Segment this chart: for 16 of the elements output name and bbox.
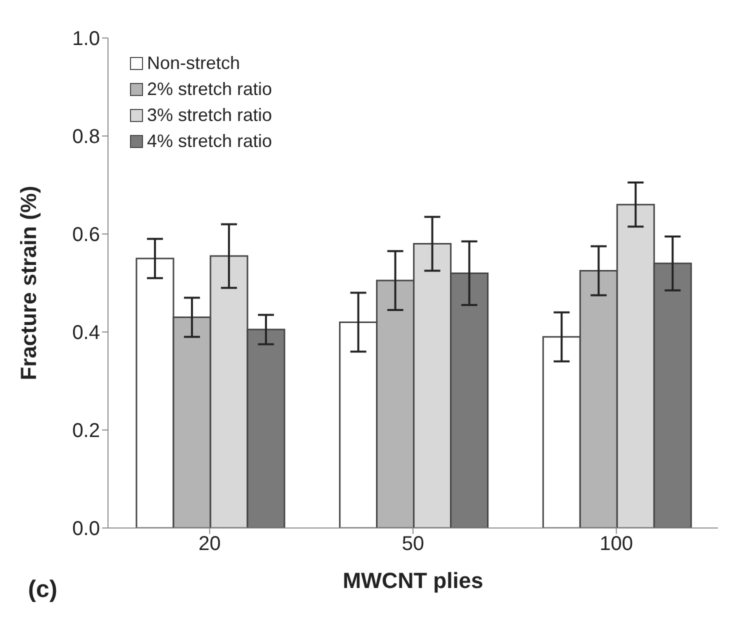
text: (c) [28, 576, 58, 604]
y-tick-label: 1.0 [72, 28, 100, 50]
y-tick-label: 0.8 [72, 126, 100, 148]
x-tick-label: 20 [198, 533, 221, 556]
x-tick-label: 100 [600, 533, 634, 556]
x-tick-label: 50 [402, 533, 424, 556]
y-axis-title: Fracture strain (%) [16, 186, 41, 380]
x-axis-title: MWCNT plies [342, 568, 484, 593]
y-tick-label: 0.0 [72, 518, 100, 540]
legend-label: 3% stretch ratio [147, 104, 272, 127]
legend-label: 2% stretch ratio [147, 78, 272, 101]
legend-label: Non-stretch [147, 52, 240, 75]
legend-label: 4% stretch ratio [147, 130, 272, 153]
y-tick-label: 0.4 [72, 322, 100, 344]
y-tick-label: 0.6 [72, 224, 100, 246]
y-tick-label: 0.2 [72, 420, 100, 442]
